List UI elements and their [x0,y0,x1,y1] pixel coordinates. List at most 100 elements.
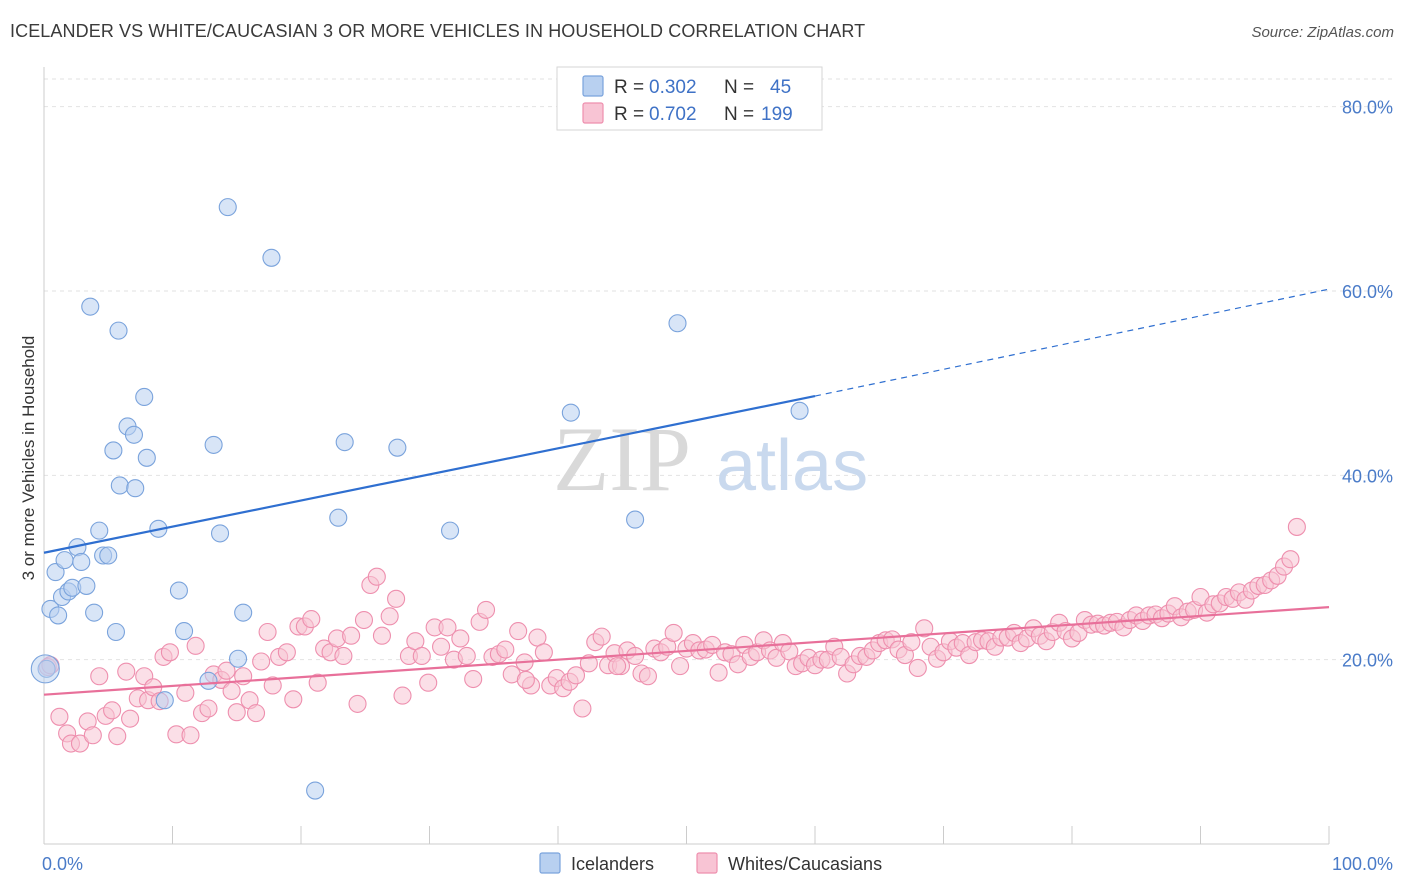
whites-caucasians-points [38,517,1306,753]
x-tick-label: 0.0% [42,854,83,874]
icelanders-point [626,510,645,529]
whites-caucasians-point [50,707,69,726]
whites-caucasians-point [181,726,200,745]
whites-caucasians-point [476,600,496,619]
stats-legend-swatch-whites [582,102,604,124]
whites-caucasians-point [509,622,528,641]
whites-caucasians-point [334,646,353,666]
y-tick-label: 60.0% [1342,282,1393,302]
whites-caucasians-point [387,589,406,608]
icelanders-point [155,691,174,710]
axes [43,67,1330,845]
whites-caucasians-point [1281,550,1300,569]
whites-caucasians-point [246,704,266,723]
y-tick-labels: 20.0% 40.0% 60.0% 80.0% [1342,98,1393,671]
icelanders-point [790,401,809,420]
legend-r-label-icelanders: R = [614,77,644,98]
y-tick-label: 40.0% [1342,466,1393,486]
whites-caucasians-point [284,690,303,709]
trend-lines [43,288,1330,696]
icelanders-point [126,479,145,498]
whites-caucasians-point [217,661,236,680]
icelanders-point [388,438,407,457]
icelanders-point [329,508,348,527]
whites-caucasians-point [348,694,367,713]
whites-caucasians-point [199,699,218,718]
legend-r-value-icelanders: 0.302 [649,77,697,98]
icelanders-point [72,552,91,572]
icelanders-point [55,551,74,570]
icelanders-points [30,198,809,800]
whites-caucasians-point [496,640,515,659]
whites-caucasians-trend-line [43,606,1330,696]
icelanders-point [668,314,687,333]
icelanders-point-large [30,654,60,684]
whites-caucasians-point [103,701,122,720]
legend-n-label-icelanders: N = [724,77,754,98]
icelanders-point [199,671,218,690]
icelanders-trend-line [43,394,816,554]
whites-caucasians-point [638,667,658,686]
y-tick-label: 80.0% [1342,98,1393,118]
whites-caucasians-point [709,663,728,682]
series-legend-label-whites: Whites/Caucasians [728,854,882,874]
icelanders-point [109,321,128,340]
chart-title: ICELANDER VS WHITE/CAUCASIAN 3 OR MORE V… [10,21,866,41]
icelanders-point [218,198,237,217]
icelanders-point [441,521,460,540]
icelanders-point [228,649,248,668]
whites-caucasians-point [342,626,361,645]
icelanders-point [99,546,118,565]
whites-caucasians-point [1287,517,1306,536]
whites-caucasians-point [902,633,921,652]
grid-lines [44,78,1393,661]
icelanders-point [335,433,354,452]
whites-caucasians-point [367,567,386,586]
whites-caucasians-point [438,618,457,637]
stats-legend-swatch-icelanders [582,75,604,97]
whites-caucasians-point [608,657,627,676]
icelanders-point [106,622,126,642]
whites-caucasians-point [579,654,598,673]
whites-caucasians-point [451,629,470,648]
icelanders-point [234,603,253,622]
series-legend-label-icelanders: Icelanders [571,854,654,874]
icelanders-point [81,297,100,316]
whites-caucasians-point [671,657,690,676]
whites-caucasians-point [419,673,438,692]
whites-caucasians-point [263,676,282,695]
icelanders-point [210,524,230,543]
icelanders-point [124,425,143,444]
icelanders-point [90,521,109,540]
whites-caucasians-point [626,646,645,666]
y-tick-label: 20.0% [1342,651,1393,671]
whites-caucasians-point [160,643,179,662]
whites-caucasians-point [380,607,399,626]
whites-caucasians-point [302,610,321,629]
icelanders-point [169,581,188,600]
icelanders-point [85,603,104,622]
whites-caucasians-point [566,666,586,685]
legend-r-label-whites: R = [614,104,644,125]
y-axis-title: 3 or more Vehicles in Household [19,336,38,581]
stats-legend: R = 0.302 N = 45 R = 0.702 N = 199 [556,66,823,131]
icelanders-point [175,622,194,641]
icelanders-point [104,441,123,460]
icelanders-point [262,248,281,267]
series-legend: Icelanders Whites/Caucasians [539,852,882,874]
whites-caucasians-point [308,673,327,692]
whites-caucasians-point [186,636,205,655]
whites-caucasians-point [176,683,195,702]
whites-caucasians-point [664,623,683,642]
whites-caucasians-point [227,703,246,722]
series-legend-swatch-whites [696,852,718,874]
whites-caucasians-point [908,658,927,678]
whites-caucasians-point [117,662,136,681]
icelanders-trend-extension [814,288,1330,397]
whites-caucasians-point [83,726,102,745]
whites-caucasians-point [432,637,451,656]
watermark-zip: ZIP [553,408,691,510]
legend-n-value-whites: 199 [761,104,793,125]
whites-caucasians-point [393,686,412,705]
whites-caucasians-point [354,610,374,630]
